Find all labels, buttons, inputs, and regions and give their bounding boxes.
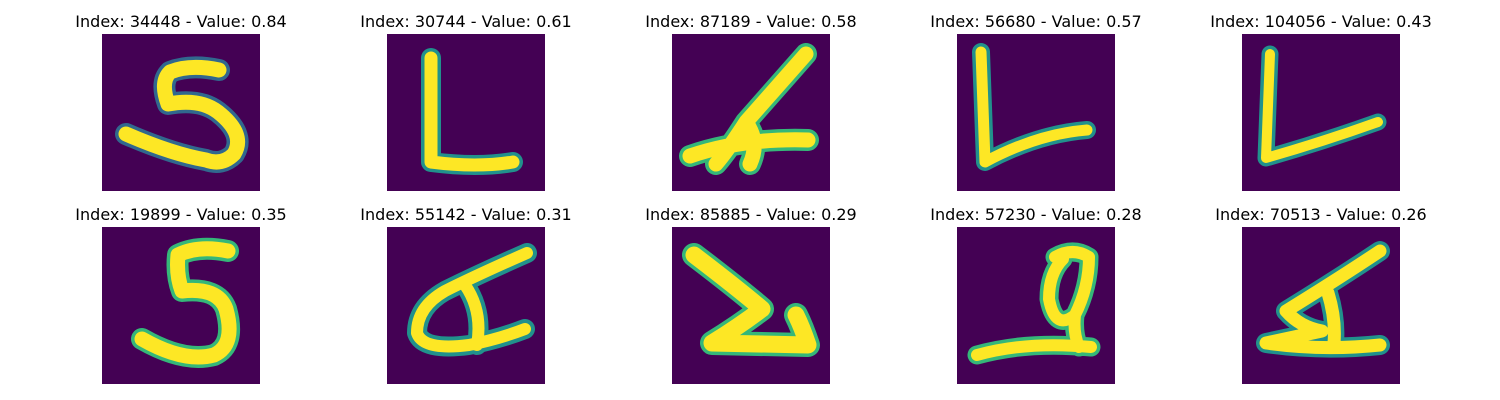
panel-19899: Index: 19899 - Value: 0.35	[61, 205, 301, 395]
panel-title: Index: 104056 - Value: 0.43	[1210, 12, 1432, 31]
panel-87189: Index: 87189 - Value: 0.58	[631, 12, 871, 202]
glyph-image	[957, 227, 1115, 384]
panel-56680: Index: 56680 - Value: 0.57	[916, 12, 1156, 202]
glyph-stroke-body	[685, 246, 817, 354]
panel-title: Index: 56680 - Value: 0.57	[930, 12, 1142, 31]
glyph-stroke-body	[1261, 49, 1383, 163]
glyph-stroke-body	[682, 46, 816, 172]
letter-image	[387, 34, 545, 191]
panel-70513: Index: 70513 - Value: 0.26	[1201, 205, 1441, 395]
digit-image	[102, 34, 260, 191]
glyph-stroke-body	[134, 241, 237, 365]
panel-title: Index: 70513 - Value: 0.26	[1215, 205, 1427, 224]
panel-title: Index: 57230 - Value: 0.28	[930, 205, 1142, 224]
digit-image	[102, 227, 260, 384]
glyph-stroke-body	[1259, 244, 1387, 355]
glyph-stroke-body	[975, 46, 1093, 168]
glyph-stroke-body	[118, 59, 245, 170]
panel-34448: Index: 34448 - Value: 0.84	[61, 12, 301, 202]
glyph-stroke-body	[424, 51, 520, 172]
letter-image	[957, 34, 1115, 191]
digit-image	[387, 227, 545, 384]
panel-title: Index: 30744 - Value: 0.61	[360, 12, 572, 31]
letter-image	[1242, 34, 1400, 191]
glyph-stroke-body	[411, 247, 533, 353]
panel-title: Index: 55142 - Value: 0.31	[360, 205, 572, 224]
glyph-stroke-body	[971, 246, 1097, 361]
panel-30744: Index: 30744 - Value: 0.61	[346, 12, 586, 202]
panel-85885: Index: 85885 - Value: 0.29	[631, 205, 871, 395]
digit-image	[1242, 227, 1400, 384]
digit-image	[672, 34, 830, 191]
panel-55142: Index: 55142 - Value: 0.31	[346, 205, 586, 395]
panel-title: Index: 85885 - Value: 0.29	[645, 205, 857, 224]
glyph-image	[672, 227, 830, 384]
panel-104056: Index: 104056 - Value: 0.43	[1201, 12, 1441, 202]
panel-title: Index: 19899 - Value: 0.35	[75, 205, 287, 224]
panel-title: Index: 87189 - Value: 0.58	[645, 12, 857, 31]
panel-title: Index: 34448 - Value: 0.84	[75, 12, 287, 31]
panel-57230: Index: 57230 - Value: 0.28	[916, 205, 1156, 395]
